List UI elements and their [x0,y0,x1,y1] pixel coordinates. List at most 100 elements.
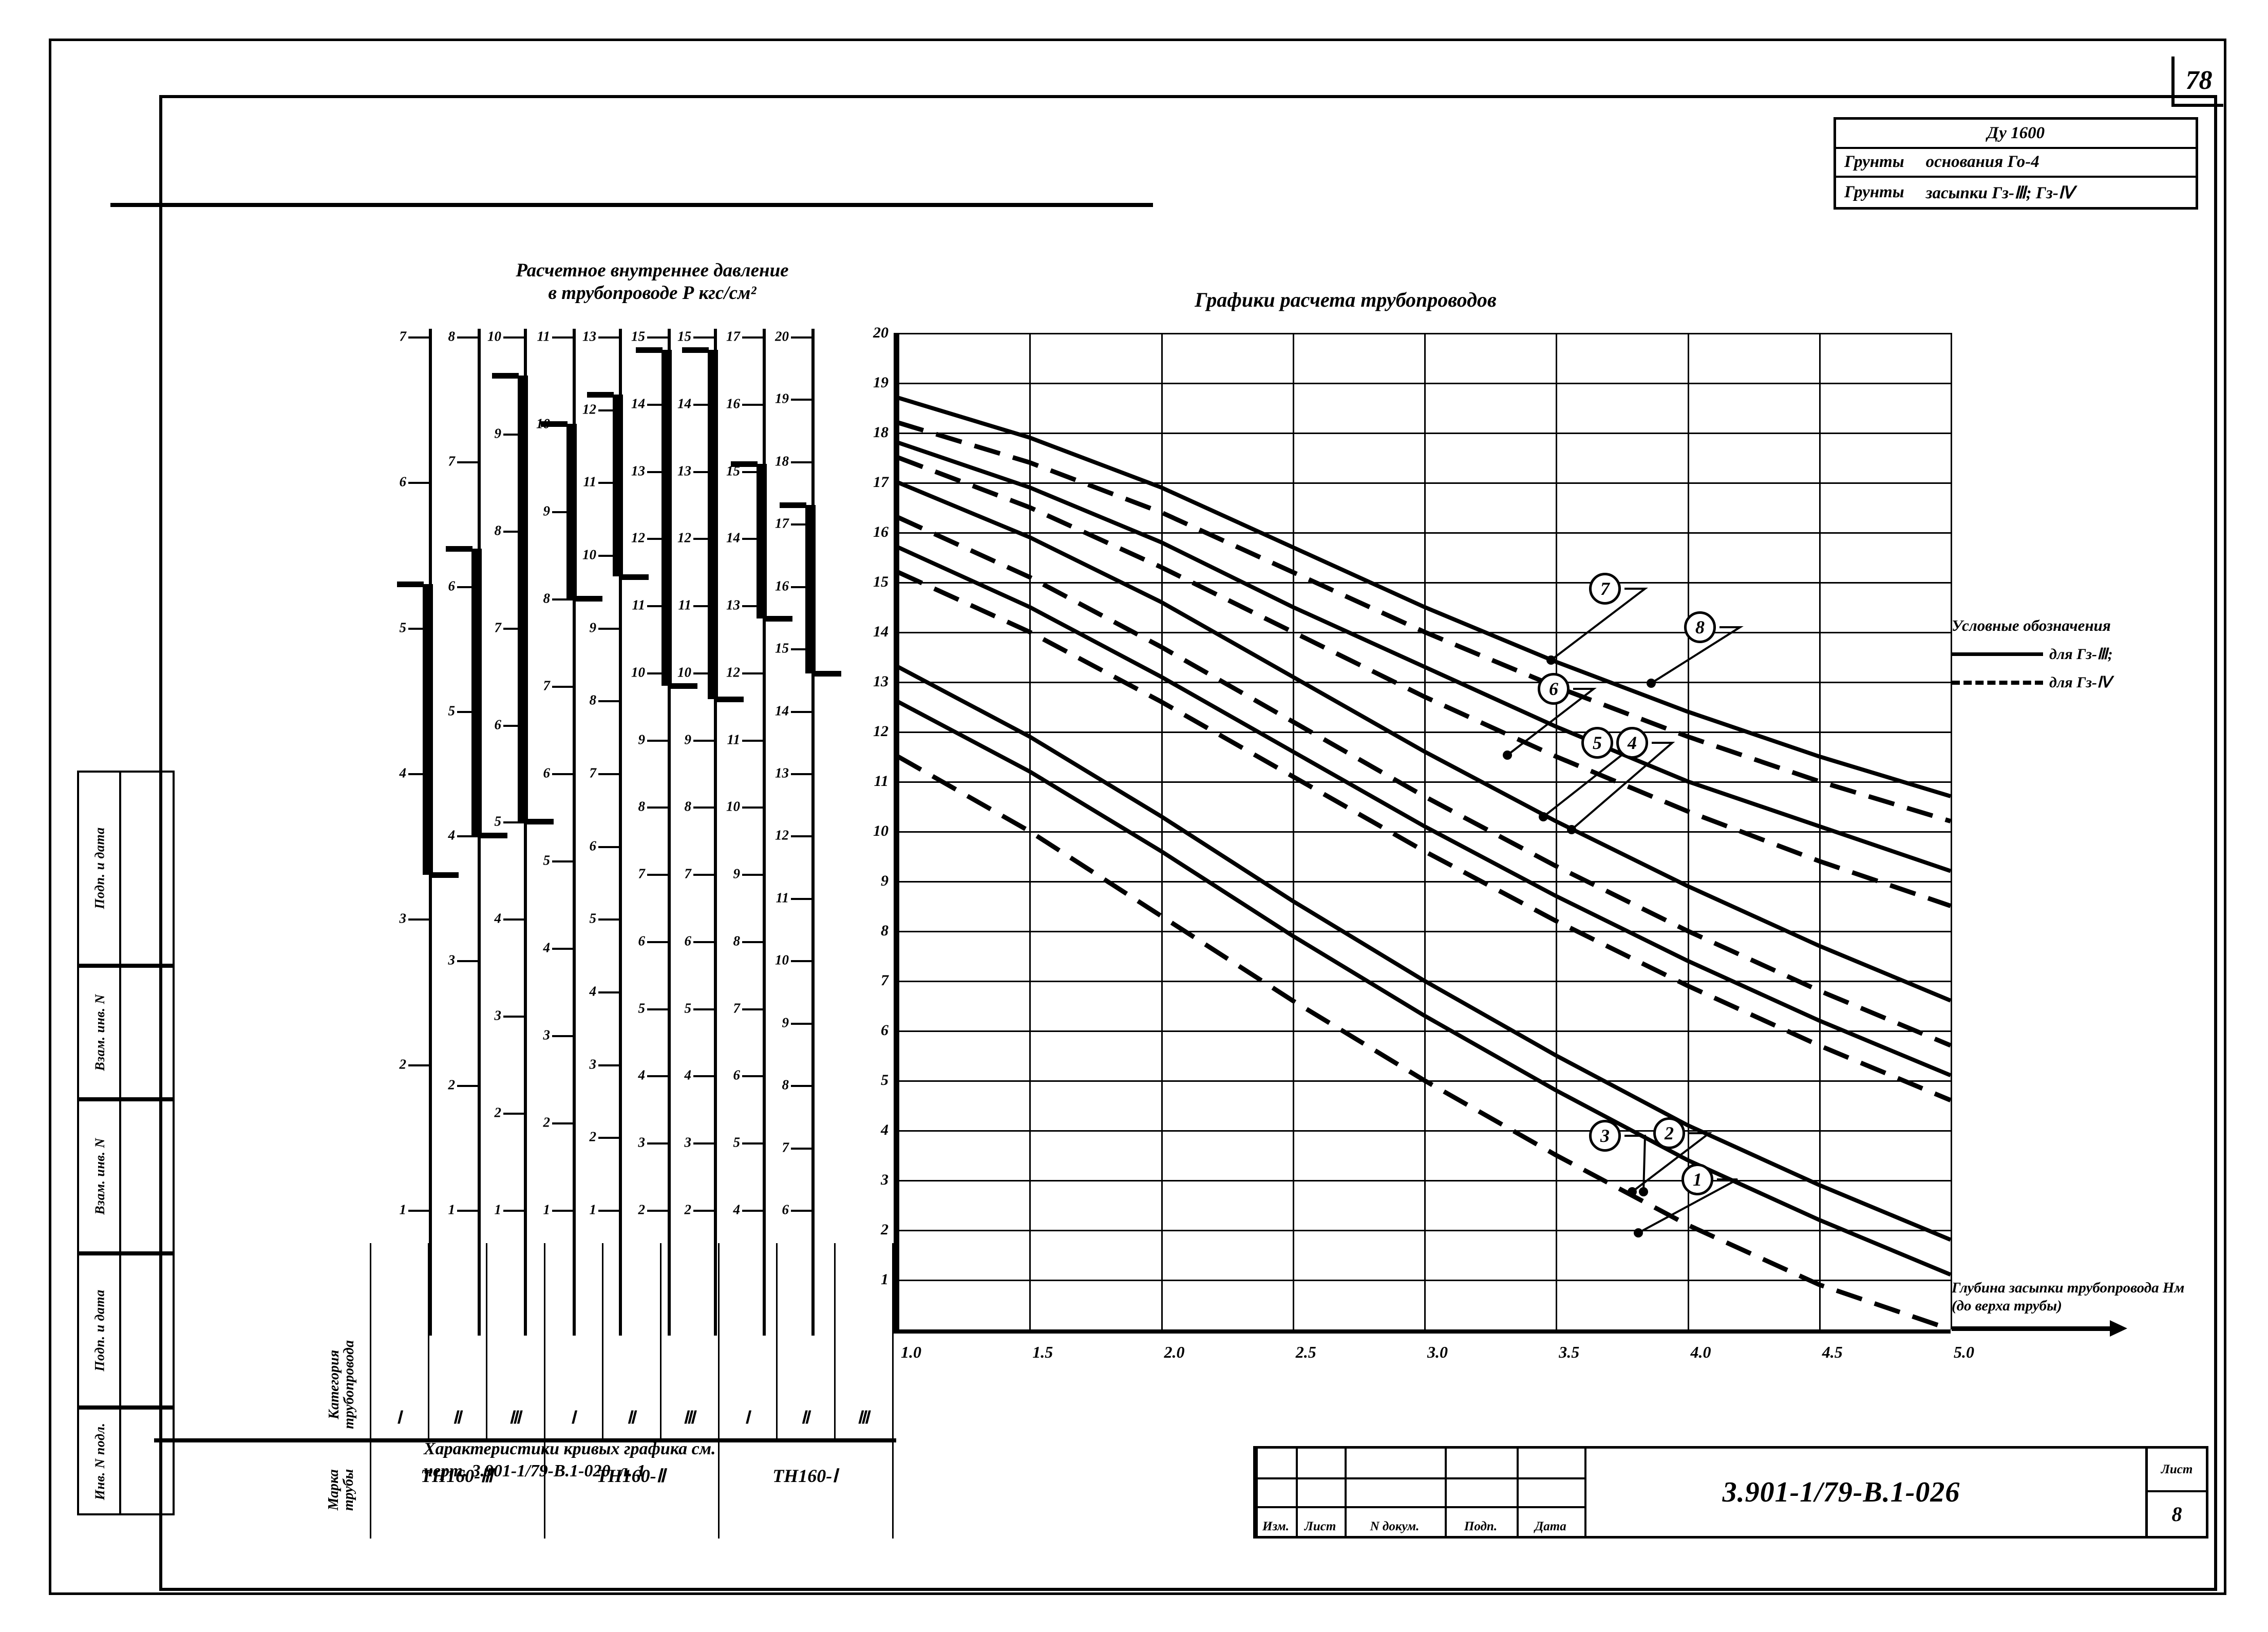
spec-diameter: Ду 1600 [1987,123,2045,142]
scale-tick-label: 11 [537,328,550,344]
scale-tick [647,874,668,876]
scale-tick [742,1008,763,1010]
scale-tick [598,627,619,630]
scale-tick [598,700,619,703]
curve-marker-3: 3 [1589,1120,1621,1152]
pressure-scale-axis [573,329,576,1336]
scale-range-bracket [423,584,433,875]
grid-line-horizontal [898,433,1951,434]
scale-range-arm [780,502,806,508]
side-stamp-label: Взам. инв. N [81,1101,121,1251]
scale-tick-label: 10 [726,798,740,814]
legend-row-solid: для Гз-Ⅲ; [1952,645,2208,663]
inner-frame [159,95,2217,1591]
scale-tick [598,773,619,775]
scale-tick-label: 12 [631,530,645,546]
side-stamp-label: Подп. и дата [81,1255,121,1405]
x-axis-title: Глубина засыпки трубопровода Нм (до верх… [1952,1280,2185,1314]
scale-tick [408,1064,429,1066]
scale-tick [598,846,619,848]
spec-base-soil-row: Грунты основания Го-4 [1836,149,2196,178]
scale-tick-label: 4 [399,765,407,781]
scale-tick-label: 5 [399,620,407,635]
category-divider [834,1243,836,1438]
scale-tick [742,874,763,876]
y-tick-label: 4 [881,1121,889,1138]
curve-marker-8: 8 [1684,611,1716,643]
pressure-scales-title: Расчетное внутреннее давление в трубопро… [421,259,883,304]
scale-tick [647,739,668,742]
scale-range-arm [766,616,792,622]
scale-range-bracket [613,395,623,577]
mark-divider [370,1441,371,1539]
scale-tick [457,835,478,838]
revision-grid: Изм. Лист N докум. Подп. Дата [1256,1449,1586,1536]
scale-tick [693,403,714,406]
side-stamp-cell: Подп. и дата [77,771,175,966]
scale-tick [647,1142,668,1145]
grid-line-horizontal [898,881,1951,883]
scale-tick [647,1210,668,1212]
scale-tick-label: 13 [677,463,691,479]
scale-tick [791,523,811,526]
scale-tick [457,1085,478,1087]
scale-tick [503,918,524,921]
scale-tick-label: 9 [543,503,551,519]
scale-tick-label: 14 [726,530,740,546]
x-axis-arrowhead [2110,1320,2127,1337]
scale-tick [693,941,714,943]
scale-tick-label: 2 [448,1077,456,1093]
y-tick-label: 2 [881,1221,889,1238]
scale-tick [742,806,763,809]
scale-tick [693,1210,714,1212]
scale-tick-label: 12 [775,827,789,843]
y-tick-label: 11 [874,773,889,790]
scale-tick-label: 4 [494,910,502,926]
pressure-scale-axis [714,329,717,1336]
grid-line-horizontal [898,1130,1951,1132]
scale-tick [693,739,714,742]
scale-range-arm [446,546,472,552]
curve-reference-note: Характеристики кривых графика см. черт. … [424,1439,716,1480]
scale-tick-label: 11 [776,890,789,906]
y-tick-label: 14 [873,623,889,640]
stamp-column-divider [1296,1449,1298,1536]
y-tick-label: 5 [881,1072,889,1089]
scale-tick-label: 14 [677,396,691,411]
side-stamp-cell: Инв. N подл. [77,1408,175,1515]
side-stamp-cell: Взам. инв. N [77,966,175,1099]
scale-range-arm [671,683,697,689]
scale-range-bracket [518,375,528,822]
scale-tick-label: 6 [399,474,407,490]
scale-tick-label: 1 [543,1202,551,1217]
sheet-number-box: Лист 8 [2145,1449,2206,1536]
category-cell: Ⅱ [452,1409,461,1428]
scale-tick [457,336,478,339]
scale-tick-label: 8 [589,692,597,708]
scale-tick [742,605,763,608]
scale-tick [408,482,429,484]
grid-line-horizontal [898,981,1951,982]
scale-tick [598,555,619,557]
curve-marker-2: 2 [1653,1117,1685,1149]
pressure-scale-axis [763,329,766,1336]
scale-tick [503,433,524,436]
category-cell: Ⅰ [570,1409,576,1428]
scale-tick [693,538,714,540]
scale-tick-label: 9 [684,731,692,747]
side-stamp-column: Подп. и дата Взам. инв. N Взам. инв. N Подп… [77,771,175,1515]
scale-tick [552,511,573,513]
scale-tick-label: 12 [726,664,740,680]
category-cell: Ⅰ [396,1409,402,1428]
scale-tick [598,918,619,921]
scale-tick [742,1210,763,1212]
y-tick-label: 10 [873,822,889,839]
scale-tick-label: 2 [589,1129,597,1145]
scale-tick [598,1064,619,1066]
category-cell: Ⅰ [744,1409,750,1428]
category-table-rule-top [154,1438,896,1442]
scale-tick-label: 8 [782,1077,789,1093]
scale-tick-label: 7 [399,328,407,344]
y-tick-label: 6 [881,1022,889,1039]
